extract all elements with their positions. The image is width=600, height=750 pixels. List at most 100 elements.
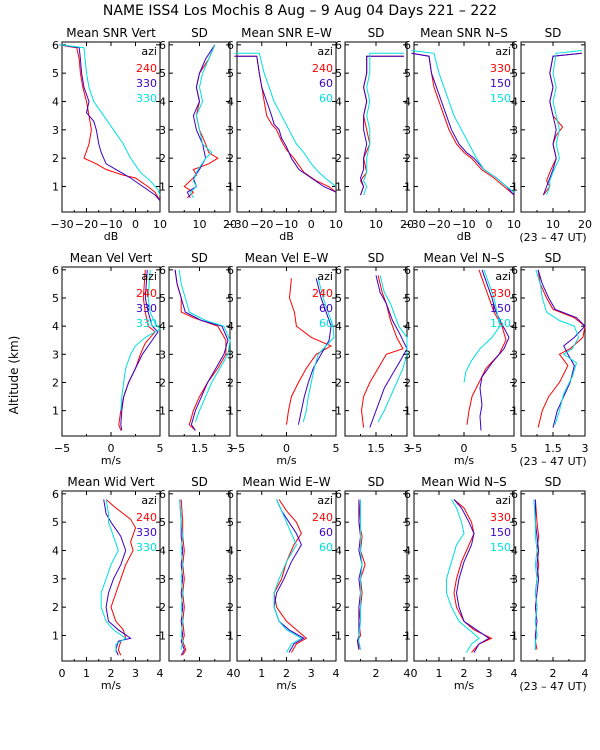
legend-entry: 150 xyxy=(490,302,511,315)
y-tick-label: 3 xyxy=(159,348,166,361)
series-line-cyan xyxy=(411,50,515,193)
legend-entry: 330 xyxy=(136,526,157,539)
x-tick-label: 2 xyxy=(108,667,115,680)
y-tick-label: 1 xyxy=(335,630,342,643)
legend-entry: 240 xyxy=(136,287,157,300)
y-tick-label: 5 xyxy=(404,292,411,305)
panel-frame xyxy=(344,41,408,213)
y-tick-label: 1 xyxy=(404,630,411,643)
y-tick-label: 5 xyxy=(511,292,518,305)
series-line-red xyxy=(453,499,493,653)
y-tick-label: 6 xyxy=(227,488,234,501)
series-line-cyan xyxy=(546,50,582,196)
panel-snr-1: Mean SNR Vert 1 2 3 4 5 6 −30 −20 −10 0 10 dB azi 240 3… xyxy=(50,26,167,243)
panel-wid-6: SD 1 2 3 4 5 6 2 4 xyxy=(511,475,589,680)
y-tick-label: 5 xyxy=(227,516,234,529)
legend-heading: azi xyxy=(495,270,511,283)
y-tick-label: 6 xyxy=(511,264,518,277)
x-tick-label: −10 xyxy=(99,218,122,231)
y-tick-label: 2 xyxy=(511,601,518,614)
x-tick-label: 1 xyxy=(436,667,443,680)
x-axis-label: m/s xyxy=(101,454,121,467)
y-tick-label: 1 xyxy=(404,405,411,418)
panel-title: SD xyxy=(368,251,385,265)
x-tick-label: 2 xyxy=(461,667,468,680)
y-tick-label: 6 xyxy=(335,488,342,501)
legend-heading: azi xyxy=(141,494,157,507)
y-tick-label: 2 xyxy=(159,152,166,165)
x-tick-label: 3 xyxy=(404,442,411,455)
y-tick-label: 4 xyxy=(335,545,342,558)
y-tick-label: 5 xyxy=(335,292,342,305)
y-tick-label: 3 xyxy=(404,124,411,137)
y-tick-label: 4 xyxy=(335,320,342,333)
x-tick-label: 1 xyxy=(258,667,265,680)
panel-wid-5: Mean Wid N–S 1 2 3 4 5 6 0 1 2 3 4 m/s azi 330 150 150 xyxy=(404,475,518,692)
y-tick-label: 1 xyxy=(511,181,518,194)
legend-entry: 150 xyxy=(490,317,511,330)
panel-snr-6: SD 1 2 3 4 5 6 10 20 xyxy=(511,26,592,231)
y-tick-label: 5 xyxy=(159,292,166,305)
panel-title: SD xyxy=(368,475,385,489)
y-tick-label: 1 xyxy=(52,630,59,643)
y-tick-label: 4 xyxy=(511,96,518,109)
y-tick-label: 4 xyxy=(159,545,166,558)
y-tick-label: 6 xyxy=(159,264,166,277)
y-tick-label: 5 xyxy=(335,516,342,529)
x-tick-label: 2 xyxy=(550,667,557,680)
series-line-cyan xyxy=(535,269,580,425)
series-line-cyan xyxy=(273,499,303,653)
x-axis-label: m/s xyxy=(276,454,296,467)
x-tick-label: 4 xyxy=(333,667,340,680)
y-tick-label: 4 xyxy=(335,96,342,109)
x-tick-label: 5 xyxy=(157,442,164,455)
panel-title: Mean Wid Vert xyxy=(67,475,154,489)
series-line-red xyxy=(466,269,507,425)
series-line-blue xyxy=(297,278,332,425)
legend-entry: 60 xyxy=(319,541,333,554)
y-tick-label: 1 xyxy=(159,630,166,643)
y-tick-label: 4 xyxy=(404,320,411,333)
legend-entry: 150 xyxy=(490,77,511,90)
panel-vel-4: SD 1 2 3 4 5 6 1.5 3 xyxy=(335,251,411,455)
series-line-blue xyxy=(359,55,404,196)
y-tick-label: 3 xyxy=(52,348,59,361)
time-note: (23 – 47 UT) xyxy=(519,231,586,244)
series-line-cyan xyxy=(302,278,335,423)
y-tick-label: 3 xyxy=(511,348,518,361)
y-tick-label: 2 xyxy=(511,376,518,389)
panel-title: SD xyxy=(545,475,562,489)
time-note: (23 – 47 UT) xyxy=(519,680,586,693)
y-tick-label: 3 xyxy=(227,348,234,361)
legend-heading: azi xyxy=(317,494,333,507)
x-tick-label: 0 xyxy=(108,442,115,455)
x-axis-label: dB xyxy=(457,230,472,243)
series-line-red xyxy=(360,275,404,428)
legend-entry: 240 xyxy=(312,287,333,300)
y-tick-label: 1 xyxy=(227,630,234,643)
y-tick-label: 2 xyxy=(511,152,518,165)
y-tick-label: 1 xyxy=(335,181,342,194)
series-line-cyan xyxy=(100,499,127,653)
y-tick-label: 4 xyxy=(52,320,59,333)
y-tick-label: 2 xyxy=(404,152,411,165)
legend-entry: 60 xyxy=(319,77,333,90)
y-tick-label: 3 xyxy=(227,124,234,137)
y-tick-label: 5 xyxy=(511,516,518,529)
legend-entry: 330 xyxy=(136,317,157,330)
series-line-blue xyxy=(453,499,490,653)
y-tick-label: 5 xyxy=(227,292,234,305)
y-tick-label: 6 xyxy=(335,264,342,277)
y-tick-label: 2 xyxy=(159,376,166,389)
series-line-cyan xyxy=(463,269,501,383)
x-tick-label: 1.5 xyxy=(367,442,385,455)
x-tick-label: 2 xyxy=(196,667,203,680)
y-tick-label: 6 xyxy=(159,488,166,501)
panel-title: SD xyxy=(191,475,208,489)
y-tick-label: 3 xyxy=(335,573,342,586)
